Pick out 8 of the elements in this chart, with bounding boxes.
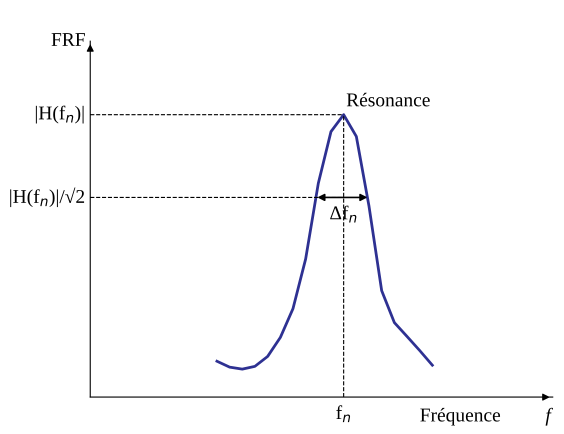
annotation: Δf$_{n}$ [330, 206, 356, 222]
text: f [546, 408, 554, 426]
text: Résonance [346, 92, 430, 106]
text: f$_{n}$ [336, 405, 350, 422]
x-axis-title: Fréquence [420, 408, 500, 426]
ref-line-label: |H(f$_{n}$)|/√2 [10, 188, 84, 208]
ref-line-label: |H(f$_{n}$)| [36, 106, 84, 124]
y-axis-title: FRF [52, 33, 85, 46]
